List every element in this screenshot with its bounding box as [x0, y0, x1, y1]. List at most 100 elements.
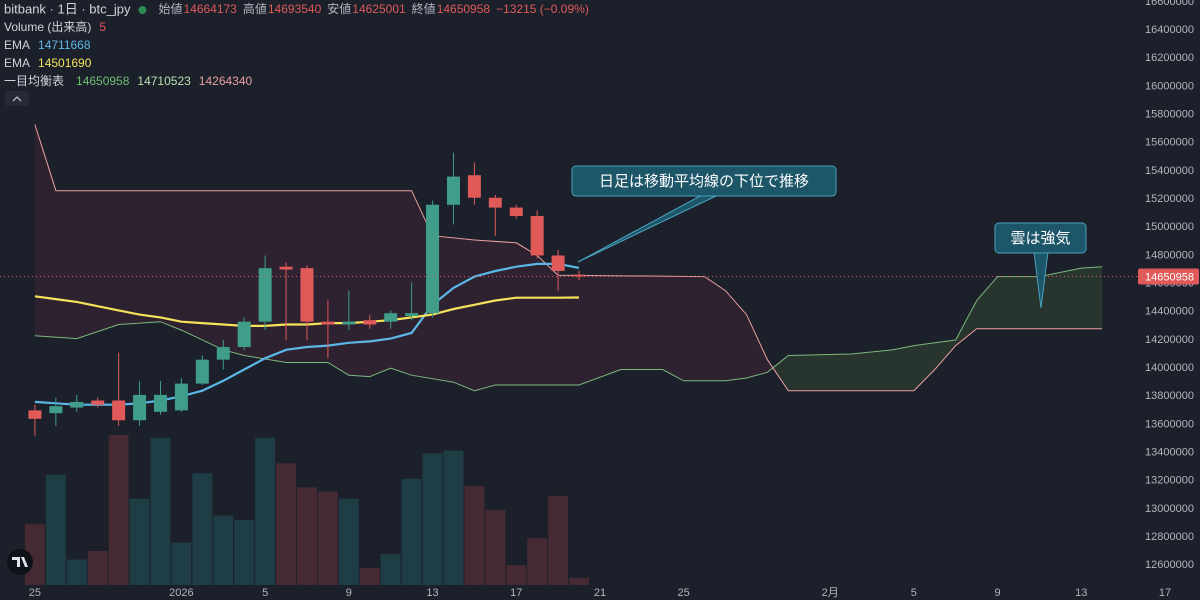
legend-label: EMA — [4, 56, 30, 70]
volume-bar — [171, 542, 192, 585]
y-tick-label: 16000000 — [1145, 80, 1194, 92]
candle-body — [133, 394, 147, 421]
x-tick-label: 5 — [911, 587, 917, 599]
legend-value: 14710523 — [137, 74, 191, 88]
candle-body — [509, 207, 523, 217]
legend-value: 14501690 — [38, 56, 92, 70]
status-dot — [138, 6, 147, 14]
candle-body — [258, 268, 272, 322]
x-tick-label: 9 — [995, 587, 1001, 599]
x-tick-label: 9 — [346, 587, 352, 599]
y-tick-label: 12800000 — [1145, 531, 1194, 543]
candle-body — [384, 313, 398, 322]
legend-value: 14711668 — [38, 38, 91, 52]
price-tag — [1138, 268, 1199, 285]
price-tag-label: 14650958 — [1145, 271, 1194, 283]
candle-body — [174, 383, 188, 411]
volume-bar — [443, 450, 464, 585]
collapse-button[interactable] — [5, 91, 29, 106]
callout-box — [571, 165, 837, 197]
candle-body — [321, 321, 335, 325]
ohlc-label: 高値 — [243, 1, 267, 16]
legend-value: 5 — [99, 20, 106, 34]
ohlc-value: 14650958 — [437, 2, 491, 16]
x-tick-label: 2026 — [169, 587, 193, 599]
y-tick-label: 13400000 — [1145, 447, 1194, 459]
y-tick-label: 12600000 — [1145, 559, 1194, 571]
volume-bar — [380, 553, 401, 585]
x-tick-label: 25 — [678, 587, 690, 599]
x-tick-label: 13 — [426, 587, 438, 599]
chart-title: bitbank · 1日 · btc_jpy — [4, 1, 131, 16]
callout-box — [994, 222, 1087, 254]
ohlc-value: 14693540 — [268, 2, 322, 16]
callout-text: 雲は強気 — [1010, 230, 1070, 247]
volume-bar — [87, 551, 108, 585]
y-tick-label: 15200000 — [1145, 193, 1194, 205]
volume-bar — [150, 437, 171, 585]
candle-body — [112, 400, 126, 421]
volume-bar — [464, 485, 485, 585]
callout-text: 日足は移動平均線の下位で推移 — [599, 173, 809, 190]
y-tick-label: 15600000 — [1145, 137, 1194, 149]
candle-body — [153, 394, 167, 412]
volume-bar — [569, 577, 589, 585]
y-tick-label: 15800000 — [1145, 109, 1194, 121]
volume-bar — [108, 435, 129, 585]
volume-bar — [276, 463, 297, 585]
candle-body — [28, 410, 42, 419]
ohlc-value: 14625001 — [352, 2, 406, 16]
volume-bar — [338, 498, 359, 585]
candle-body — [300, 268, 314, 322]
ema-line — [34, 262, 580, 406]
volume-bar — [129, 498, 150, 585]
volume-bar — [234, 519, 255, 585]
logo-mark — [12, 557, 28, 567]
legend-value: 14650958 — [76, 74, 130, 88]
volume-bar — [255, 437, 276, 585]
chevron-icon — [12, 96, 22, 102]
volume-bar — [213, 515, 234, 585]
x-tick-label: 21 — [594, 587, 606, 599]
y-tick-label: 15000000 — [1145, 221, 1194, 233]
button-bg — [5, 91, 29, 106]
x-tick-label: 13 — [1075, 587, 1087, 599]
volume-bar — [192, 473, 213, 585]
y-tick-label: 13600000 — [1145, 418, 1194, 430]
plot-area — [0, 124, 1137, 585]
volume-bar — [66, 559, 87, 585]
candle-body — [91, 400, 105, 405]
legend-label: Volume (出来高) — [4, 19, 91, 34]
candle-body — [467, 175, 481, 198]
volume-bar — [359, 568, 380, 585]
candle-body — [237, 321, 251, 348]
candle-body — [446, 176, 460, 205]
y-tick-label: 13800000 — [1145, 390, 1194, 402]
y-tick-label: 14800000 — [1145, 249, 1194, 261]
volume-bar — [317, 491, 338, 585]
candle-body — [216, 347, 230, 360]
candle-body — [551, 255, 565, 271]
y-tick-label: 14200000 — [1145, 334, 1194, 346]
ohlc-label: 始値 — [158, 1, 182, 16]
volume-bar — [422, 453, 443, 585]
candle-body — [279, 266, 293, 270]
ohlc-label: 終値 — [412, 1, 436, 16]
ohlc-value: 14664173 — [183, 2, 237, 16]
candle-body — [49, 406, 63, 414]
volume-bar — [45, 474, 66, 585]
volume-bar — [506, 565, 527, 585]
change-label: −13215 (−0.09%) — [496, 2, 589, 16]
volume-bar — [548, 495, 569, 585]
volume-bar — [297, 487, 317, 585]
y-tick-label: 14400000 — [1145, 306, 1194, 318]
span-a-line — [34, 266, 1103, 392]
x-tick-label: 25 — [29, 587, 41, 599]
tradingview-logo[interactable] — [7, 549, 33, 575]
y-tick-label: 14000000 — [1145, 362, 1194, 374]
legend-value: 14264340 — [199, 74, 253, 88]
y-tick-label: 16600000 — [1145, 0, 1194, 8]
volume-bar — [527, 538, 548, 585]
